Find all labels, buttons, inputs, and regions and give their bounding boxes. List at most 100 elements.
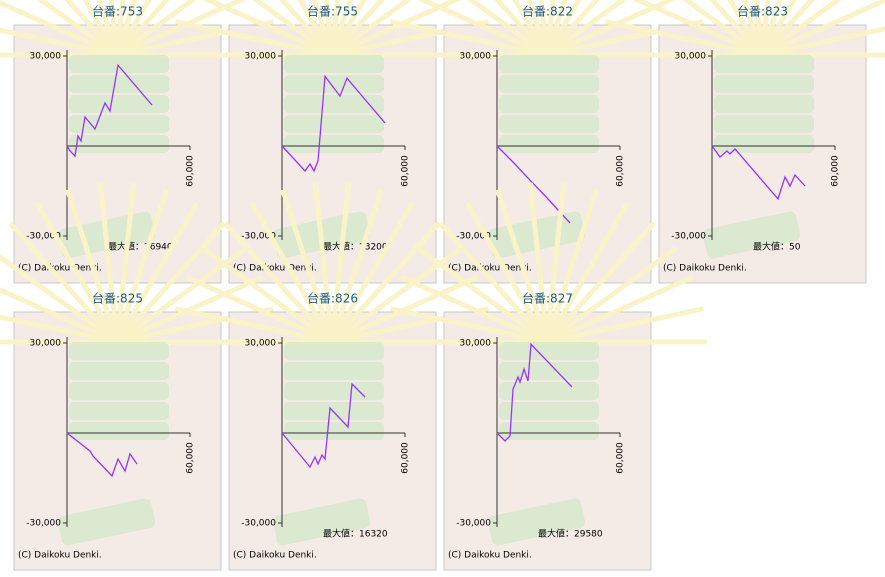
y-tick-label: 30,000 bbox=[460, 339, 492, 349]
decor-ray bbox=[8, 221, 119, 344]
decor-ray bbox=[280, 189, 335, 343]
decor-ray bbox=[0, 27, 118, 58]
decor-box bbox=[284, 422, 384, 440]
decor-ray bbox=[174, 306, 333, 345]
decor-box bbox=[499, 382, 599, 400]
decor-ray bbox=[115, 0, 197, 58]
decor-ray bbox=[252, 0, 334, 58]
decor-ray bbox=[760, 0, 885, 58]
max-value-label: 最大値：29580 bbox=[538, 528, 603, 540]
decor-box bbox=[714, 135, 814, 153]
decor-ray bbox=[727, 0, 765, 57]
decor-ray bbox=[64, 0, 119, 57]
decor-box bbox=[499, 342, 599, 360]
y-tick-label: -30,000 bbox=[26, 232, 61, 242]
decor-ray bbox=[249, 202, 335, 344]
decor-ray bbox=[0, 314, 118, 345]
decor-ray bbox=[545, 274, 695, 345]
y-tick-label: 30,000 bbox=[245, 339, 277, 349]
decor-ray bbox=[114, 182, 137, 343]
credit: (C) Daikoku Denki. bbox=[18, 551, 102, 561]
data-line bbox=[66, 63, 153, 158]
decor-ray bbox=[108, 0, 120, 56]
decor-ray bbox=[389, 19, 548, 58]
y-tick-label: -30,000 bbox=[26, 519, 61, 529]
decor-box bbox=[499, 55, 599, 73]
decor-box bbox=[69, 95, 169, 113]
y-tick-label: 30,000 bbox=[460, 52, 492, 62]
decor-ray bbox=[632, 0, 764, 58]
y-tick-label: -30,000 bbox=[456, 519, 491, 529]
decor-box bbox=[714, 75, 814, 93]
decor-ray bbox=[467, 0, 549, 58]
decor-tray bbox=[273, 498, 370, 546]
chart-title: 台番:826 bbox=[307, 291, 358, 306]
decor-ray bbox=[741, 0, 765, 56]
chart-panel: 30,000 -30,000 60,000 (C) Daikoku Denki. bbox=[0, 182, 277, 571]
max-value-label: 最大値：23200 bbox=[323, 241, 388, 253]
decor-box bbox=[499, 135, 599, 153]
decor-ray bbox=[96, 0, 120, 56]
decor-ray bbox=[223, 221, 334, 344]
decor-box bbox=[499, 362, 599, 380]
decor-ray bbox=[753, 0, 765, 56]
data-line bbox=[711, 145, 806, 201]
decor-box bbox=[284, 382, 384, 400]
x-tick-label: 60,000 bbox=[401, 442, 411, 474]
decor-ray bbox=[760, 0, 842, 58]
decor-ray bbox=[495, 189, 550, 343]
credit: (C) Daikoku Denki. bbox=[233, 551, 317, 561]
decor-ray bbox=[329, 189, 384, 343]
decor-ray bbox=[545, 0, 627, 58]
decor-ray bbox=[604, 19, 763, 58]
chart-panel: 30,000 -30,000 60,000 最大値：29580 (C) Daikoku … bbox=[387, 182, 707, 571]
chart-panel: 30,000 -30,000 60,000 最大値：16320 (C) Daikoku … bbox=[172, 182, 492, 571]
decor-ray bbox=[417, 0, 549, 58]
y-tick-label: -30,000 bbox=[241, 232, 276, 242]
decor-box bbox=[69, 362, 169, 380]
decor-box bbox=[284, 75, 384, 93]
decor-ray bbox=[329, 202, 415, 344]
decor-ray bbox=[545, 0, 600, 57]
decor-ray bbox=[761, 26, 885, 58]
decor-box bbox=[69, 402, 169, 420]
decor-ray bbox=[438, 221, 549, 344]
max-value-label: 最大値：50 bbox=[753, 241, 801, 253]
decor-ray bbox=[330, 0, 385, 57]
decor-ray bbox=[526, 0, 550, 56]
decor-ray bbox=[279, 0, 334, 57]
decor-box bbox=[284, 95, 384, 113]
decor-ray bbox=[399, 274, 549, 345]
max-value-label: 最大値：16320 bbox=[323, 528, 388, 540]
decor-box bbox=[69, 342, 169, 360]
x-tick-label: 60,000 bbox=[186, 442, 196, 474]
decor-box bbox=[714, 95, 814, 113]
decor-ray bbox=[0, 253, 119, 345]
decor-ray bbox=[329, 182, 352, 343]
decor-ray bbox=[544, 0, 556, 56]
y-tick-label: 30,000 bbox=[30, 339, 62, 349]
decor-ray bbox=[323, 0, 335, 56]
decor-ray bbox=[389, 306, 548, 345]
y-tick-label: -30,000 bbox=[671, 232, 706, 242]
y-tick-label: 30,000 bbox=[675, 52, 707, 62]
decor-ray bbox=[312, 182, 335, 343]
data-line bbox=[66, 432, 138, 478]
decor-box bbox=[69, 75, 169, 93]
decor-ray bbox=[546, 306, 705, 345]
decor-ray bbox=[82, 0, 120, 57]
decor-ray bbox=[97, 182, 120, 343]
decor-box bbox=[499, 402, 599, 420]
credit: (C) Daikoku Denki. bbox=[18, 264, 102, 274]
decor-ray bbox=[115, 221, 226, 344]
decor-ray bbox=[416, 245, 549, 345]
decor-box bbox=[284, 402, 384, 420]
decor-box bbox=[69, 422, 169, 440]
decor-tray bbox=[703, 211, 800, 259]
credit: (C) Daikoku Denki. bbox=[448, 264, 532, 274]
decor-ray bbox=[329, 0, 353, 56]
decor-box bbox=[499, 422, 599, 440]
credit: (C) Daikoku Denki. bbox=[448, 551, 532, 561]
decor-box bbox=[499, 95, 599, 113]
